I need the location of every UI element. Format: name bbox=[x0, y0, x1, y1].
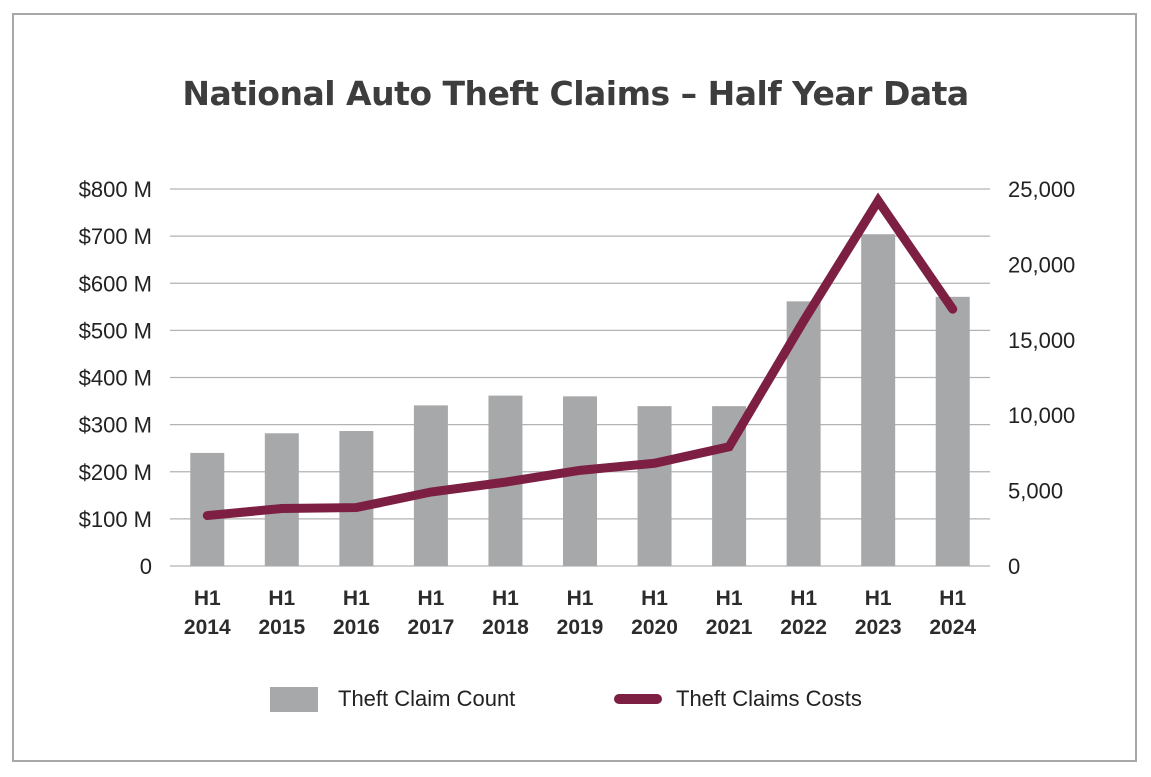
x-tick-label: H1 2024 bbox=[929, 587, 976, 639]
x-tick-label: H1 2022 bbox=[780, 587, 827, 639]
legend-swatch-bar bbox=[270, 686, 318, 712]
right-tick-label: 25,000 bbox=[1008, 177, 1075, 202]
left-tick-label: $100 M bbox=[79, 507, 152, 532]
x-tick-label: H1 2018 bbox=[482, 587, 529, 639]
x-tick-label: H1 2014 bbox=[184, 587, 231, 639]
x-tick-label: H1 2021 bbox=[706, 587, 753, 639]
left-tick-label: $700 M bbox=[79, 224, 152, 249]
left-tick-label: $800 M bbox=[79, 177, 152, 202]
x-tick-label: H1 2019 bbox=[557, 587, 604, 639]
legend-label-claim-count: Theft Claim Count bbox=[338, 686, 516, 711]
x-axis: H1 2014 H1 2015 H1 2016 H1 2017 H1 2018 H1 2019 H1 20… bbox=[184, 587, 976, 639]
left-tick-label: $600 M bbox=[79, 271, 152, 296]
left-tick-label: $400 M bbox=[79, 366, 152, 391]
legend-item-claim-costs: Theft Claims Costs bbox=[614, 684, 862, 714]
x-tick-label: H1 2017 bbox=[408, 587, 455, 639]
right-tick-label: 15,000 bbox=[1008, 328, 1075, 353]
left-tick-label: 0 bbox=[140, 554, 152, 579]
bar bbox=[413, 405, 448, 566]
x-tick-label: H1 2015 bbox=[258, 587, 305, 639]
legend-item-claim-count: Theft Claim Count bbox=[270, 684, 515, 714]
legend-swatch-line bbox=[614, 694, 662, 704]
bar bbox=[935, 296, 970, 566]
left-tick-label: $200 M bbox=[79, 460, 152, 485]
cost-line bbox=[202, 192, 958, 521]
x-tick-label: H1 2020 bbox=[631, 587, 678, 639]
bar bbox=[339, 431, 374, 566]
bar bbox=[861, 234, 896, 567]
left-tick-label: $300 M bbox=[79, 413, 152, 438]
bar bbox=[190, 452, 225, 566]
x-tick-label: H1 2016 bbox=[333, 587, 380, 639]
right-tick-label: 0 bbox=[1008, 554, 1020, 579]
bar bbox=[264, 433, 299, 566]
bar bbox=[637, 406, 672, 566]
right-tick-label: 5,000 bbox=[1008, 479, 1063, 504]
x-tick-label: H1 2023 bbox=[855, 587, 902, 639]
chart-title: National Auto Theft Claims – Half Year D… bbox=[182, 74, 969, 113]
right-tick-label: 10,000 bbox=[1008, 403, 1075, 428]
bar-series bbox=[190, 234, 970, 567]
right-tick-label: 20,000 bbox=[1008, 252, 1075, 277]
legend-label-claim-costs: Theft Claims Costs bbox=[676, 686, 862, 711]
right-axis: 0 5,000 10,000 15,000 20,000 25,000 bbox=[1008, 177, 1075, 579]
line-series bbox=[202, 192, 958, 521]
left-axis: 0 $100 M $200 M $300 M $400 M $500 M $600 M $70… bbox=[79, 177, 152, 579]
left-tick-label: $500 M bbox=[79, 318, 152, 343]
bar bbox=[563, 396, 597, 566]
